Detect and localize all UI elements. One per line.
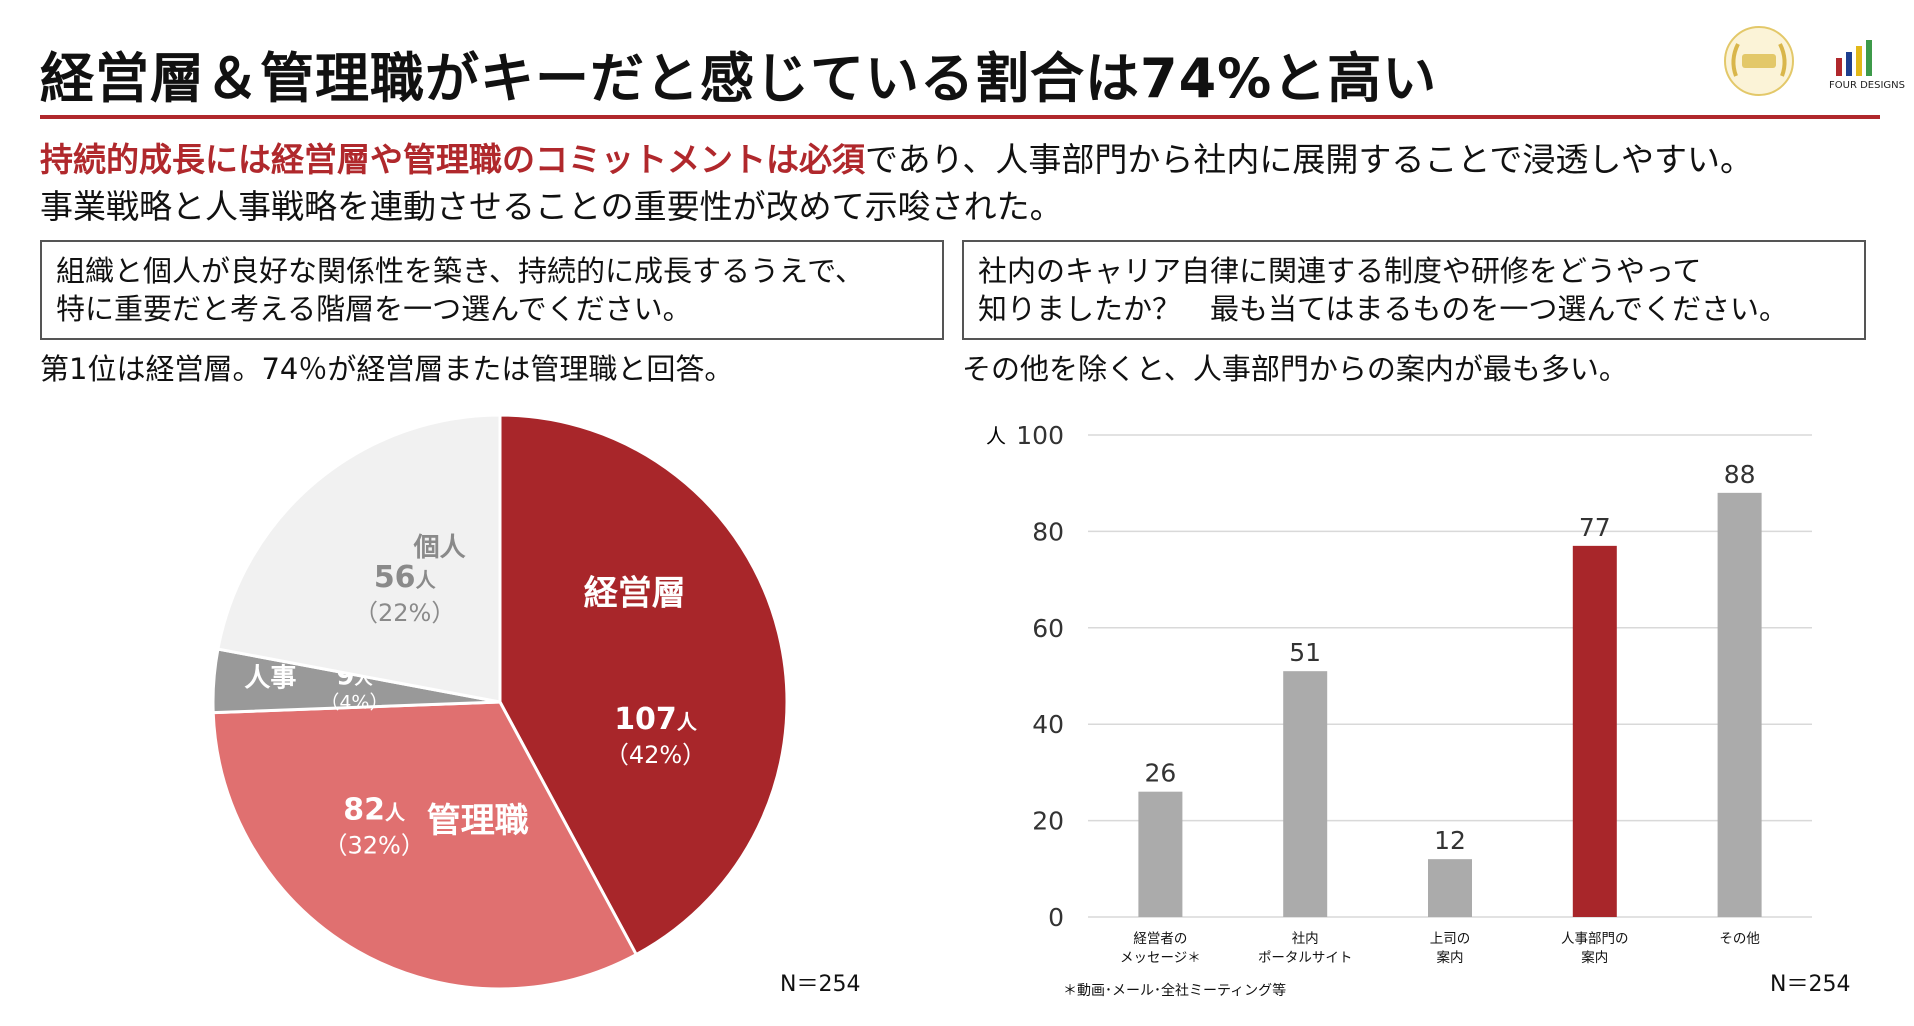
x-tick-label: 経営者の — [1133, 931, 1187, 947]
x-tick-label: 案内 — [1437, 949, 1464, 966]
bar-1-value-label: 26 — [1144, 759, 1176, 788]
page-title: 経営層＆管理職がキーだと感じている割合は74%と高い — [40, 47, 1438, 110]
x-tick-label: 社内 — [1292, 931, 1319, 947]
subtitle-rest: であり、人事部門から社内に展開することで浸透しやすい。 — [865, 140, 1754, 179]
y-tick-label: 0 — [1048, 903, 1064, 932]
bar-5 — [1717, 492, 1762, 917]
brand-name: FOUR DESIGNS — [1829, 80, 1905, 91]
pie-slice-1 — [498, 413, 789, 957]
y-tick-label: 80 — [1032, 517, 1064, 546]
subtitle-line-1: 持続的成長には経営層や管理職のコミットメントは必須であり、人事部門から社内に展開… — [40, 133, 1753, 181]
x-tick-label: その他 — [1719, 931, 1760, 947]
bar-4 — [1572, 545, 1617, 917]
question-2-box: 社内のキャリア自律に関連する制度や研修をどうやって知りましたか？ 最も当てはまる… — [962, 240, 1866, 340]
pie-slice-3-percent: （4%） — [320, 692, 388, 714]
title-divider — [40, 115, 1880, 119]
bar-3-value-label: 12 — [1434, 826, 1466, 855]
bar-5-value-label: 88 — [1724, 460, 1756, 489]
y-tick-label: 40 — [1032, 710, 1064, 739]
x-tick-label: メッセージ＊ — [1120, 950, 1201, 966]
y-tick-label: 20 — [1032, 807, 1064, 836]
x-tick-label: 案内 — [1581, 949, 1608, 966]
question-1-box: 組織と個人が良好な関係性を築き、持続的に成長するうえで、 特に重要だと考える階層を… — [40, 240, 944, 340]
x-tick-label: 上司の — [1430, 931, 1471, 947]
four-designs-logo — [1836, 40, 1872, 76]
y-tick-label: 60 — [1032, 614, 1064, 643]
pie-slice-3-label: 人事 — [244, 664, 296, 694]
pie-slice-1-unit: 人 — [677, 710, 698, 734]
question-1-line-1: 組織と個人が良好な関係性を築き、持続的に成長するうえで、 — [56, 254, 864, 288]
pie-slice-4-percent: （22%） — [354, 599, 455, 627]
subtitle-highlight: 持続的成長には経営層や管理職のコミットメントは必須 — [40, 140, 865, 179]
pie-sample-size: N＝254 — [780, 972, 861, 997]
bar-sample-size: N＝254 — [1770, 972, 1851, 997]
bar-3 — [1428, 859, 1472, 917]
question-1-summary: 第1位は経営層。74％が経営層または管理職と回答。 — [40, 352, 734, 386]
bar-2 — [1283, 671, 1328, 917]
question-2-summary: その他を除くと、人事部門からの案内が最も多い。 — [962, 352, 1628, 386]
bar-2-value-label: 51 — [1289, 638, 1321, 667]
pie-slice-2-percent: （32%） — [323, 832, 424, 860]
y-axis-unit-label: 人 — [986, 424, 1006, 448]
pie-slice-2-unit: 人 — [385, 801, 406, 825]
subtitle-line-2: 事業戦略と人事戦略を連動させることの重要性が改めて示唆された。 — [40, 187, 1063, 226]
laurel-badge-logo — [1724, 26, 1794, 96]
x-tick-label: ポータルサイト — [1258, 950, 1353, 966]
bar-footnote: ＊動画･メール･全社ミーティング等 — [1063, 983, 1287, 999]
pie-slice-2 — [211, 700, 639, 991]
question-2-line-2: 知りましたか？ 最も当てはまるものを一つ選んでください。 — [978, 292, 1788, 326]
question-2-line-1: 社内のキャリア自律に関連する制度や研修をどうやって — [978, 254, 1702, 288]
question-1-line-2: 特に重要だと考える階層を一つ選んでください。 — [56, 292, 692, 326]
y-tick-label: 100 — [1016, 421, 1064, 450]
bar-4-value-label: 77 — [1579, 513, 1611, 542]
pie-slice-1-label: 経営層 — [584, 573, 686, 613]
pie-slice-4-unit: 人 — [416, 568, 437, 592]
pie-slice-4-label: 個人 — [413, 533, 466, 563]
bar-1 — [1138, 791, 1183, 917]
pie-slice-2-label: 管理職 — [427, 801, 529, 841]
pie-slice-4 — [216, 413, 502, 704]
pie-slice-1-percent: （42%） — [605, 741, 706, 769]
x-tick-label: 人事部門の — [1561, 931, 1629, 947]
